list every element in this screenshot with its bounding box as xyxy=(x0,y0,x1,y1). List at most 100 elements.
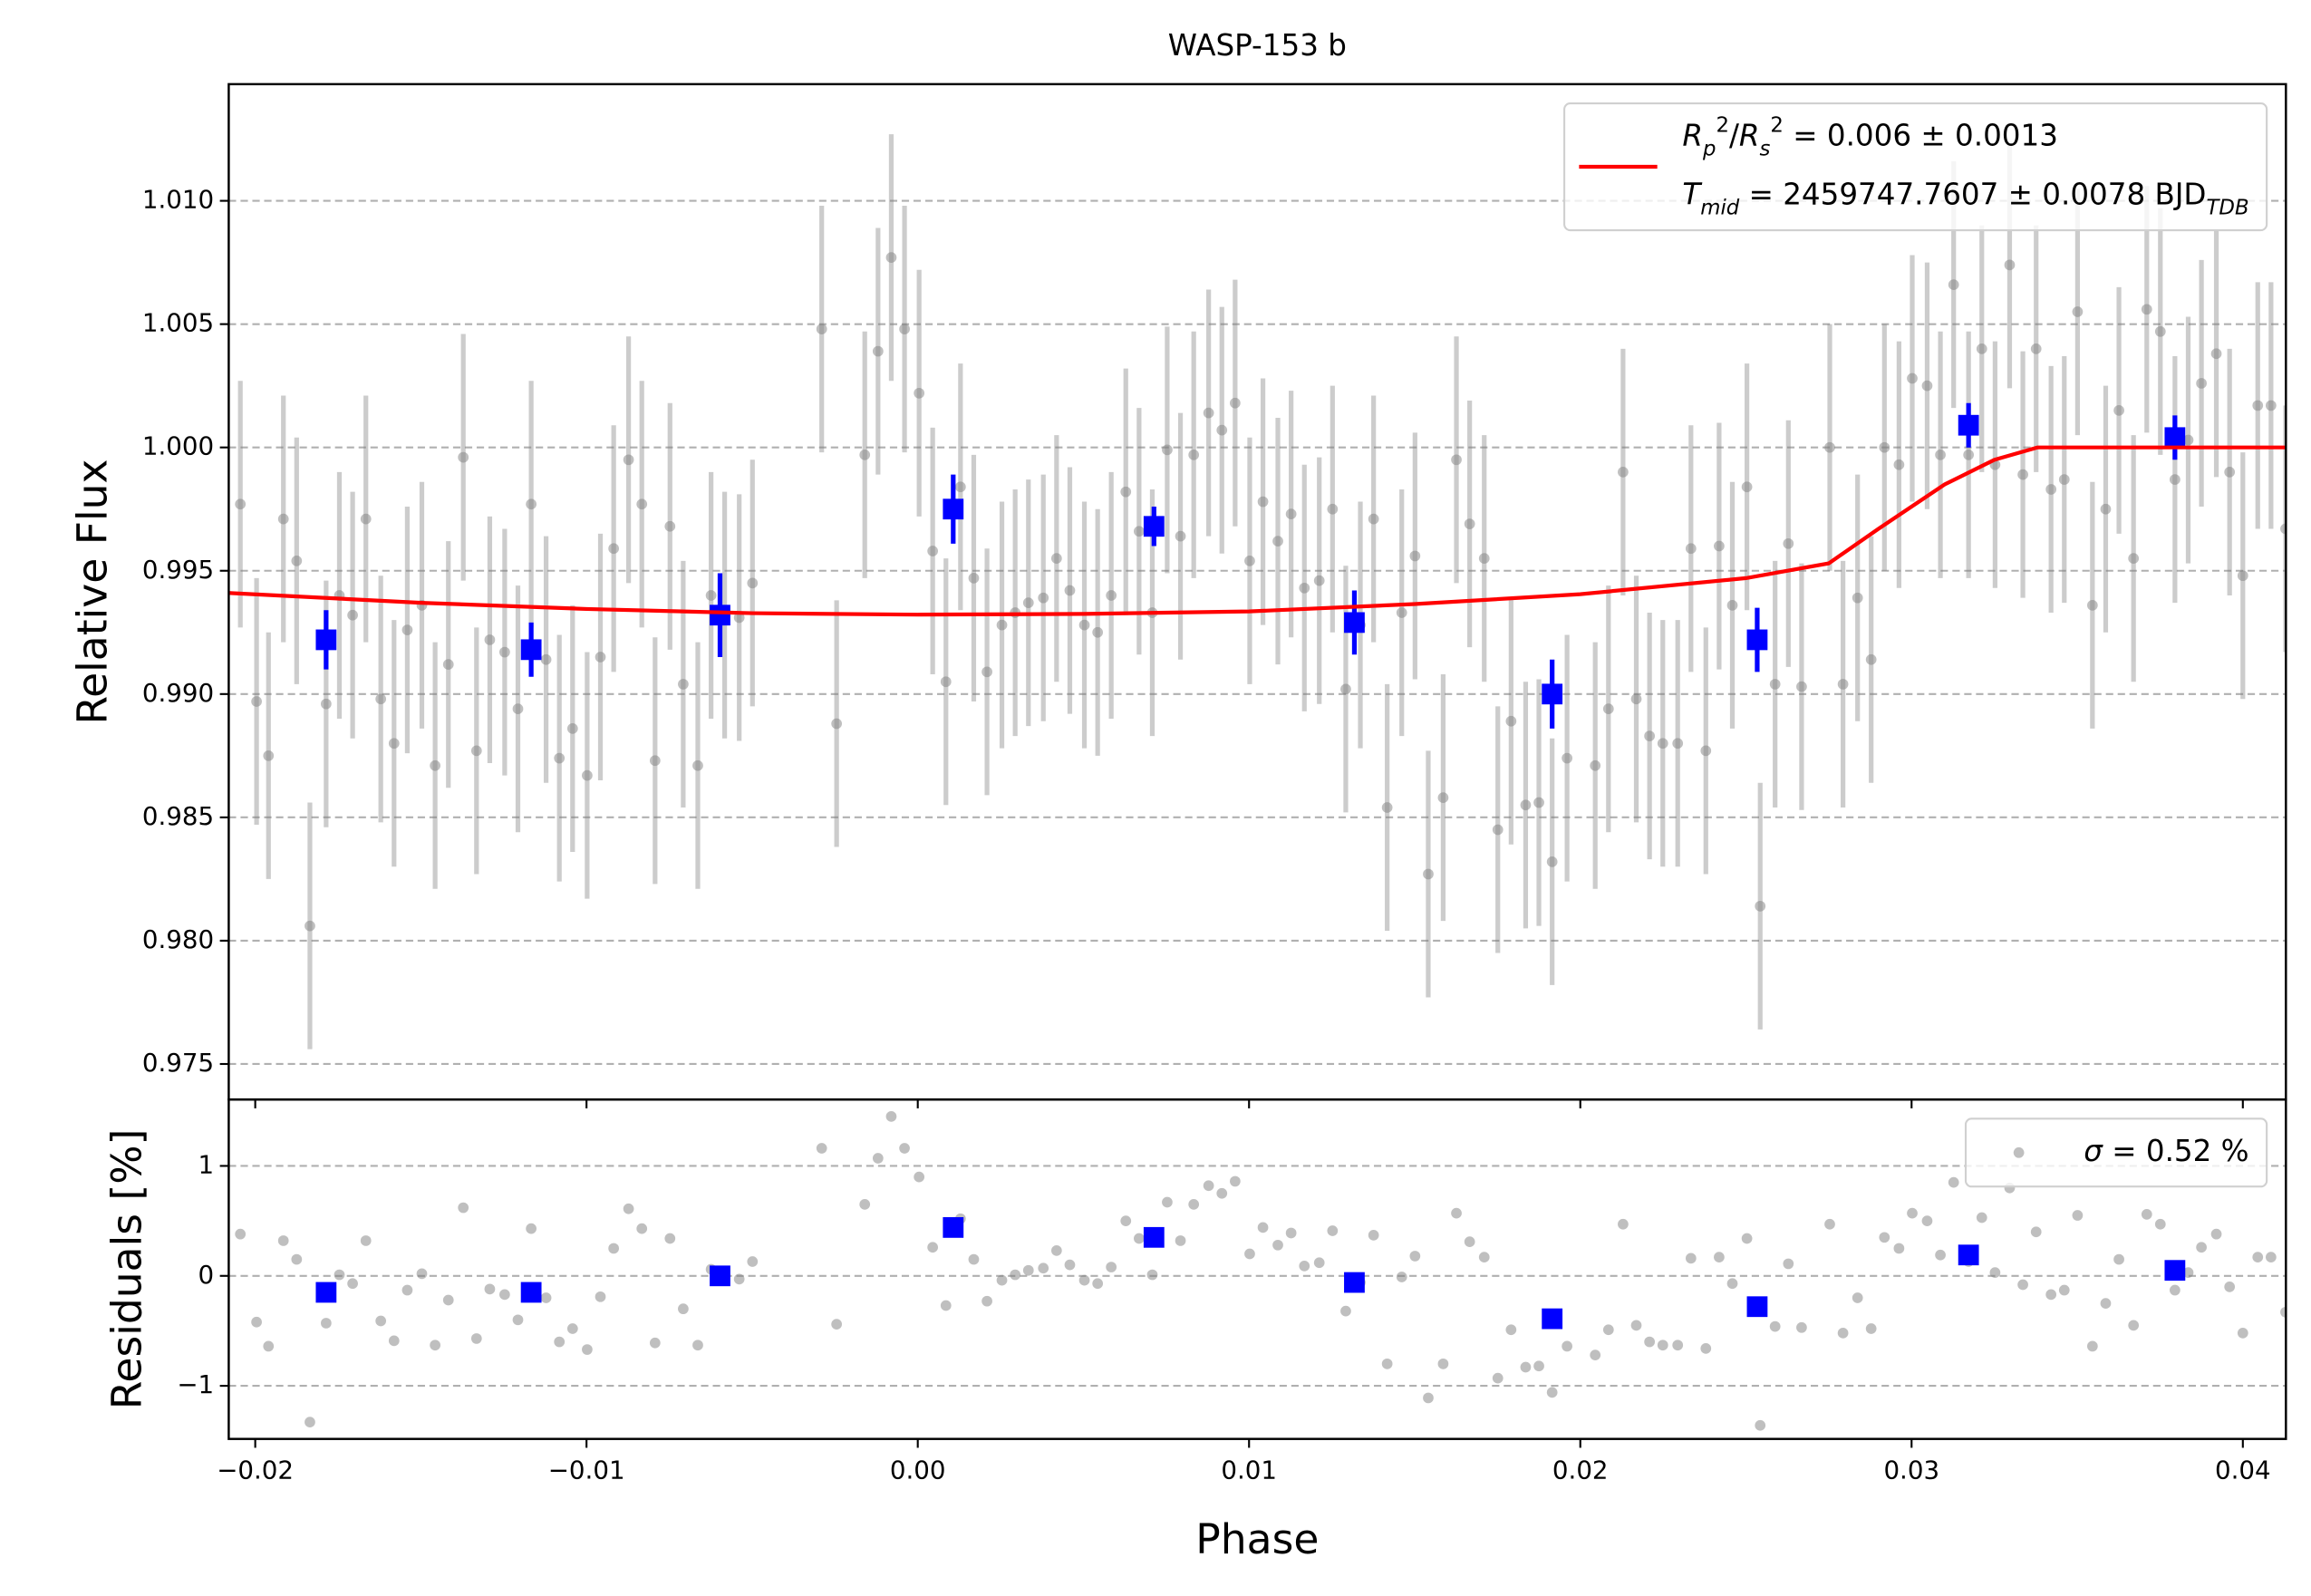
marker xyxy=(885,252,897,264)
marker xyxy=(1852,592,1863,604)
marker xyxy=(442,1294,454,1306)
marker xyxy=(1618,1218,1629,1230)
marker xyxy=(2164,1260,2186,1282)
marker xyxy=(2224,1282,2236,1292)
marker xyxy=(1216,424,1228,436)
marker xyxy=(1796,1321,1807,1333)
marker xyxy=(1203,407,1214,419)
marker xyxy=(1893,1243,1905,1254)
marker xyxy=(1520,1361,1532,1373)
marker xyxy=(2086,1340,2098,1352)
marker xyxy=(1893,459,1905,470)
y-tick-label: 1 xyxy=(198,1149,215,1179)
marker xyxy=(2141,304,2152,315)
marker xyxy=(664,1233,676,1244)
marker xyxy=(899,324,910,334)
legend-entries: σ = 0.52 % xyxy=(2013,1134,2249,1168)
marker xyxy=(1948,279,1959,290)
marker xyxy=(2100,503,2112,515)
marker xyxy=(360,1235,372,1246)
marker xyxy=(1837,679,1849,690)
marker xyxy=(831,1319,842,1330)
legend-label: Tmid = 2459747.7607 ± 0.0078 BJDTDB xyxy=(1682,178,2248,220)
marker xyxy=(872,345,884,357)
marker xyxy=(2072,306,2084,317)
marker xyxy=(2045,1289,2057,1301)
marker xyxy=(499,1289,510,1301)
marker xyxy=(2154,1218,2166,1230)
marker xyxy=(1907,372,1918,384)
marker xyxy=(1542,683,1563,705)
marker xyxy=(1464,1236,1475,1248)
legend-label: σ = 0.52 % xyxy=(2084,1134,2248,1168)
marker xyxy=(1423,1392,1434,1404)
y-tick-label: 1.005 xyxy=(142,308,214,338)
marker xyxy=(733,1273,745,1285)
y-tick-label: 0.985 xyxy=(142,801,214,831)
marker xyxy=(1050,1245,1062,1256)
marker xyxy=(1492,824,1504,836)
marker xyxy=(263,1340,275,1352)
y-axis-label: Relative Flux xyxy=(68,459,116,725)
marker xyxy=(1244,556,1255,566)
marker xyxy=(315,629,337,651)
marker xyxy=(1672,1340,1684,1351)
marker xyxy=(1948,1176,1959,1188)
marker xyxy=(996,619,1008,631)
plot-area xyxy=(228,1110,2287,1431)
marker xyxy=(1078,1274,1090,1286)
marker xyxy=(1230,397,1241,409)
marker xyxy=(291,556,303,566)
marker xyxy=(2266,400,2277,411)
marker xyxy=(1644,1336,1656,1348)
frame xyxy=(227,82,2287,1101)
marker xyxy=(747,577,759,589)
marker xyxy=(733,612,745,624)
marker xyxy=(2086,599,2098,611)
marker xyxy=(1285,508,1297,520)
marker xyxy=(1299,582,1310,594)
marker xyxy=(2210,348,2222,360)
plot-area xyxy=(228,134,2287,1066)
marker xyxy=(1657,738,1668,750)
marker xyxy=(1272,1239,1283,1251)
marker xyxy=(1064,1259,1076,1271)
marker xyxy=(1657,1340,1668,1351)
marker xyxy=(1741,481,1753,493)
marker xyxy=(1285,1227,1297,1239)
marker xyxy=(1921,380,1933,392)
frame xyxy=(227,1098,2287,1440)
legend-text: / xyxy=(1729,118,1739,152)
marker xyxy=(859,449,871,460)
marker xyxy=(1520,799,1532,811)
marker xyxy=(1257,1222,1269,1233)
y-tick-label: 0.990 xyxy=(142,678,214,708)
marker xyxy=(566,1323,578,1334)
marker xyxy=(235,1228,247,1240)
marker xyxy=(2030,1226,2042,1238)
marker xyxy=(277,513,289,525)
marker xyxy=(1092,1278,1104,1290)
marker xyxy=(1546,1387,1558,1398)
marker xyxy=(692,759,703,771)
legend-text: = 2459747.7607 ± 0.0078 BJD xyxy=(1739,178,2206,212)
marker xyxy=(1162,444,1173,456)
marker xyxy=(1602,1324,1614,1336)
marker xyxy=(1879,1232,1890,1243)
x-tick-label: 0.03 xyxy=(1883,1456,1939,1485)
marker xyxy=(1368,1230,1379,1241)
marker xyxy=(1796,681,1807,692)
marker xyxy=(470,745,482,757)
marker xyxy=(375,1315,387,1327)
marker xyxy=(1533,1360,1544,1372)
marker xyxy=(623,454,634,466)
marker xyxy=(705,590,717,601)
marker xyxy=(2252,1252,2264,1263)
marker xyxy=(1344,1272,1365,1293)
marker xyxy=(2113,405,2124,416)
marker xyxy=(1134,526,1145,537)
marker xyxy=(608,1243,619,1254)
marker xyxy=(1546,856,1558,867)
y-axis-label: Residuals [%] xyxy=(103,1129,151,1410)
marker xyxy=(305,1417,315,1427)
